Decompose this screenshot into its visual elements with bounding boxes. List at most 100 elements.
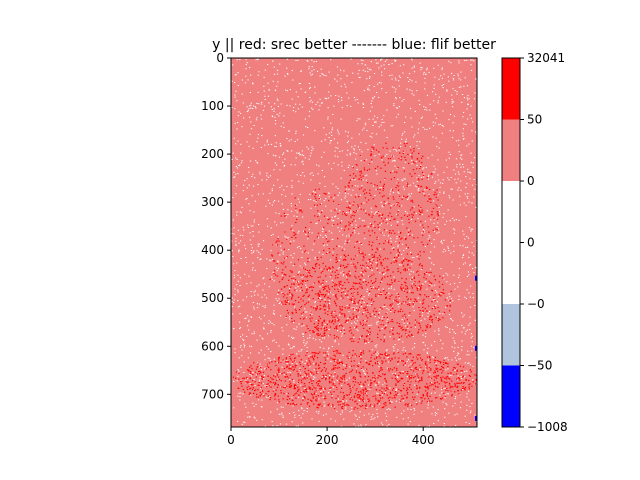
heatmap-cell-zero	[296, 290, 298, 292]
heatmap-cell-zero	[403, 188, 405, 190]
heatmap-cell-zero	[293, 215, 295, 217]
heatmap-cell-zero	[271, 323, 273, 324]
heatmap-cell-zero	[394, 159, 396, 161]
heatmap-cell-zero	[238, 249, 240, 251]
heatmap-cell-zero	[341, 161, 343, 163]
heatmap-cell-positive	[356, 365, 359, 367]
heatmap-cell-positive	[369, 384, 372, 386]
heatmap-cell-zero	[249, 67, 251, 69]
heatmap-cell-positive	[398, 333, 400, 335]
heatmap-cell-positive	[437, 360, 439, 362]
heatmap-cell-positive	[359, 373, 361, 375]
heatmap-cell-zero	[449, 331, 451, 333]
heatmap-cell-zero	[284, 158, 286, 160]
heatmap-cell-zero	[376, 267, 378, 269]
heatmap-cell-positive	[270, 386, 272, 388]
heatmap-cell-zero	[451, 346, 453, 348]
heatmap-cell-positive	[423, 369, 425, 372]
heatmap-cell-zero	[453, 250, 455, 252]
heatmap-cell-positive	[346, 266, 348, 268]
heatmap-cell-positive	[352, 232, 354, 234]
heatmap-cell-positive	[322, 335, 324, 337]
heatmap-cell-positive	[374, 205, 377, 207]
heatmap-cell-zero	[279, 143, 281, 144]
heatmap-cell-zero	[448, 314, 451, 315]
heatmap-cell-zero	[241, 79, 243, 81]
heatmap-cell-positive	[348, 383, 350, 385]
heatmap-cell-positive	[412, 169, 415, 171]
heatmap-cell-positive	[374, 232, 376, 234]
heatmap-cell-zero	[246, 141, 248, 143]
heatmap-cell-zero	[453, 75, 455, 76]
heatmap-cell-positive	[410, 200, 412, 202]
heatmap-cell-positive	[408, 386, 411, 388]
heatmap-cell-zero	[398, 85, 400, 87]
heatmap-cell-positive	[385, 297, 387, 299]
heatmap-cell-zero	[301, 257, 303, 258]
heatmap-cell-positive	[349, 398, 351, 400]
heatmap-cell-zero	[323, 405, 325, 407]
heatmap-cell-positive	[250, 371, 252, 373]
heatmap-cell-zero	[353, 423, 355, 425]
heatmap-cell-positive	[365, 368, 368, 370]
heatmap-cell-positive	[469, 383, 471, 385]
heatmap-cell-zero	[475, 131, 477, 133]
heatmap-cell-positive	[317, 353, 320, 355]
heatmap-cell-positive	[364, 388, 366, 390]
heatmap-cell-positive	[284, 303, 286, 305]
heatmap-cell-zero	[251, 247, 253, 249]
heatmap-cell-zero	[452, 130, 454, 132]
heatmap-cell-positive	[385, 142, 387, 144]
heatmap-cell-zero	[311, 70, 313, 72]
heatmap-cell-zero	[351, 307, 353, 309]
heatmap-cell-positive	[360, 376, 362, 378]
heatmap-cell-positive	[327, 404, 329, 406]
heatmap-cell-zero	[308, 68, 310, 70]
heatmap-cell-zero	[241, 126, 243, 128]
heatmap-cell-zero	[372, 225, 374, 227]
heatmap-cell-zero	[384, 60, 386, 62]
heatmap-cell-zero	[246, 110, 248, 112]
heatmap-cell-zero	[254, 417, 256, 419]
heatmap-cell-positive	[427, 226, 429, 228]
heatmap-cell-positive	[248, 381, 250, 383]
heatmap-cell-zero	[410, 279, 412, 281]
heatmap-cell-positive	[443, 363, 445, 365]
heatmap-cell-positive	[387, 397, 390, 399]
heatmap-cell-zero	[441, 85, 443, 87]
heatmap-cell-positive	[411, 404, 413, 406]
heatmap-cell-zero	[310, 74, 312, 76]
heatmap-cell-zero	[418, 287, 420, 289]
heatmap-cell-zero	[460, 86, 462, 88]
heatmap-cell-zero	[263, 328, 265, 330]
heatmap-cell-zero	[399, 338, 401, 340]
heatmap-cell-zero	[452, 101, 455, 103]
heatmap-cell-positive	[305, 354, 307, 356]
heatmap-cell-zero	[270, 227, 272, 229]
heatmap-cell-zero	[329, 276, 331, 278]
heatmap-cell-positive	[354, 353, 356, 355]
heatmap-cell-zero	[472, 121, 474, 123]
heatmap-cell-positive	[406, 391, 409, 394]
heatmap-cell-zero	[367, 87, 369, 89]
heatmap-cell-positive	[429, 361, 431, 364]
heatmap-cell-positive	[355, 355, 357, 357]
heatmap-cell-positive	[307, 261, 309, 263]
heatmap-cell-positive	[344, 212, 346, 214]
heatmap-cell-positive	[317, 276, 319, 278]
heatmap-cell-zero	[416, 393, 418, 395]
heatmap-cell-positive	[426, 356, 429, 358]
heatmap-cell-positive	[414, 367, 417, 369]
heatmap-cell-zero	[272, 80, 274, 82]
heatmap-cell-positive	[387, 321, 390, 323]
heatmap-cell-zero	[308, 115, 310, 117]
heatmap-cell-zero	[302, 163, 304, 165]
heatmap-cell-zero	[282, 222, 284, 223]
heatmap-cell-zero	[282, 122, 284, 124]
heatmap-cell-zero	[325, 413, 327, 415]
heatmap-cell-positive	[345, 372, 347, 375]
heatmap-cell-zero	[386, 223, 388, 225]
heatmap-cell-zero	[233, 171, 235, 173]
heatmap-cell-zero	[405, 116, 407, 118]
heatmap-cell-zero	[437, 420, 439, 422]
